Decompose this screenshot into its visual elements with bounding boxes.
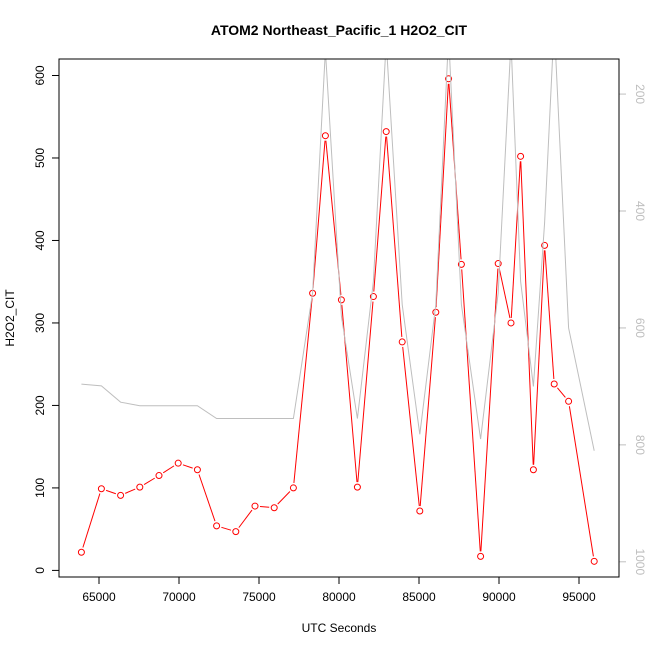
series-0-point <box>270 504 278 512</box>
series-0-point <box>398 338 406 346</box>
series-0-segment <box>277 491 291 505</box>
plot-frame <box>58 58 620 578</box>
series-0-point <box>590 557 598 565</box>
y2-tick-label: 1000 <box>633 548 647 575</box>
series-0-segment <box>82 493 101 548</box>
series-layer <box>77 59 598 565</box>
series-0-point <box>117 491 125 499</box>
series-0-segment <box>357 301 374 483</box>
x-tick-label: 90000 <box>482 590 516 604</box>
y-tick-label: 600 <box>33 65 47 85</box>
y2-tick-label: 600 <box>633 318 647 338</box>
series-0-point <box>251 502 259 510</box>
chart-title: ATOM2 Northeast_Pacific_1 H2O2_CIT <box>211 22 468 38</box>
series-0-point <box>193 466 201 474</box>
y2-tick-label: 200 <box>633 84 647 104</box>
series-0-point <box>550 380 558 388</box>
series-0-segment <box>520 161 534 465</box>
series-0-point <box>155 472 163 480</box>
series-0-point <box>517 152 525 160</box>
series-0-segment <box>221 526 232 531</box>
series-0-segment <box>386 136 403 337</box>
series-0-point <box>289 484 297 492</box>
series-0-segment <box>162 465 175 474</box>
y2-tick-label: 800 <box>633 435 647 455</box>
series-0-segment <box>238 509 253 528</box>
series-0-segment <box>312 140 326 289</box>
series-0-segment <box>373 136 387 292</box>
y2-tick-label: 400 <box>633 201 647 221</box>
y-axis-label: H2O2_CIT <box>3 289 17 347</box>
series-0-point <box>97 485 105 493</box>
series-0-point <box>232 528 240 536</box>
y-tick-label: 300 <box>33 313 47 333</box>
series-0-point <box>353 483 361 491</box>
series-0-segment <box>259 505 270 508</box>
series-0-point <box>174 459 182 467</box>
series-0-segment <box>402 346 420 507</box>
series-0-segment <box>293 298 313 483</box>
y-tick-label: 200 <box>33 395 47 415</box>
y-tick-label: 100 <box>33 478 47 498</box>
series-0-segment <box>461 269 481 552</box>
x-tick-label: 80000 <box>322 590 356 604</box>
series-0-point <box>507 319 515 327</box>
series-0-point <box>382 128 390 136</box>
series-0-point <box>337 296 345 304</box>
series-0-point <box>477 552 485 560</box>
series-0-segment <box>544 250 555 380</box>
series-0-segment <box>124 488 136 494</box>
series-0-segment <box>435 83 449 308</box>
x-tick-label: 95000 <box>562 590 596 604</box>
series-0-point <box>529 466 537 474</box>
series-0-segment <box>419 317 436 507</box>
x-tick-label: 75000 <box>242 590 276 604</box>
series-0-segment <box>557 387 566 398</box>
y-tick-label: 400 <box>33 230 47 250</box>
series-0-point <box>416 507 424 515</box>
series-0-segment <box>105 489 117 495</box>
series-1-line <box>81 59 595 451</box>
series-0-segment <box>143 477 155 485</box>
series-0-point <box>213 522 221 530</box>
series-0-segment <box>568 406 594 557</box>
x-tick-label: 85000 <box>402 590 436 604</box>
series-0-segment <box>182 464 193 469</box>
series-0-point <box>321 132 329 140</box>
series-0-segment <box>498 268 511 319</box>
x-axis-label: UTC Seconds <box>302 621 377 635</box>
series-0-point <box>77 548 85 556</box>
y-tick-label: 0 <box>33 567 47 574</box>
series-0-point <box>494 260 502 268</box>
y-tick-label: 500 <box>33 148 47 168</box>
x-tick-label: 65000 <box>82 590 116 604</box>
series-0-segment <box>198 474 216 522</box>
x-tick-label: 70000 <box>162 590 196 604</box>
series-0-point <box>432 308 440 316</box>
series-0-point <box>136 483 144 491</box>
series-0-segment <box>533 250 545 465</box>
series-0-point <box>565 397 573 405</box>
series-0-segment <box>510 161 521 318</box>
